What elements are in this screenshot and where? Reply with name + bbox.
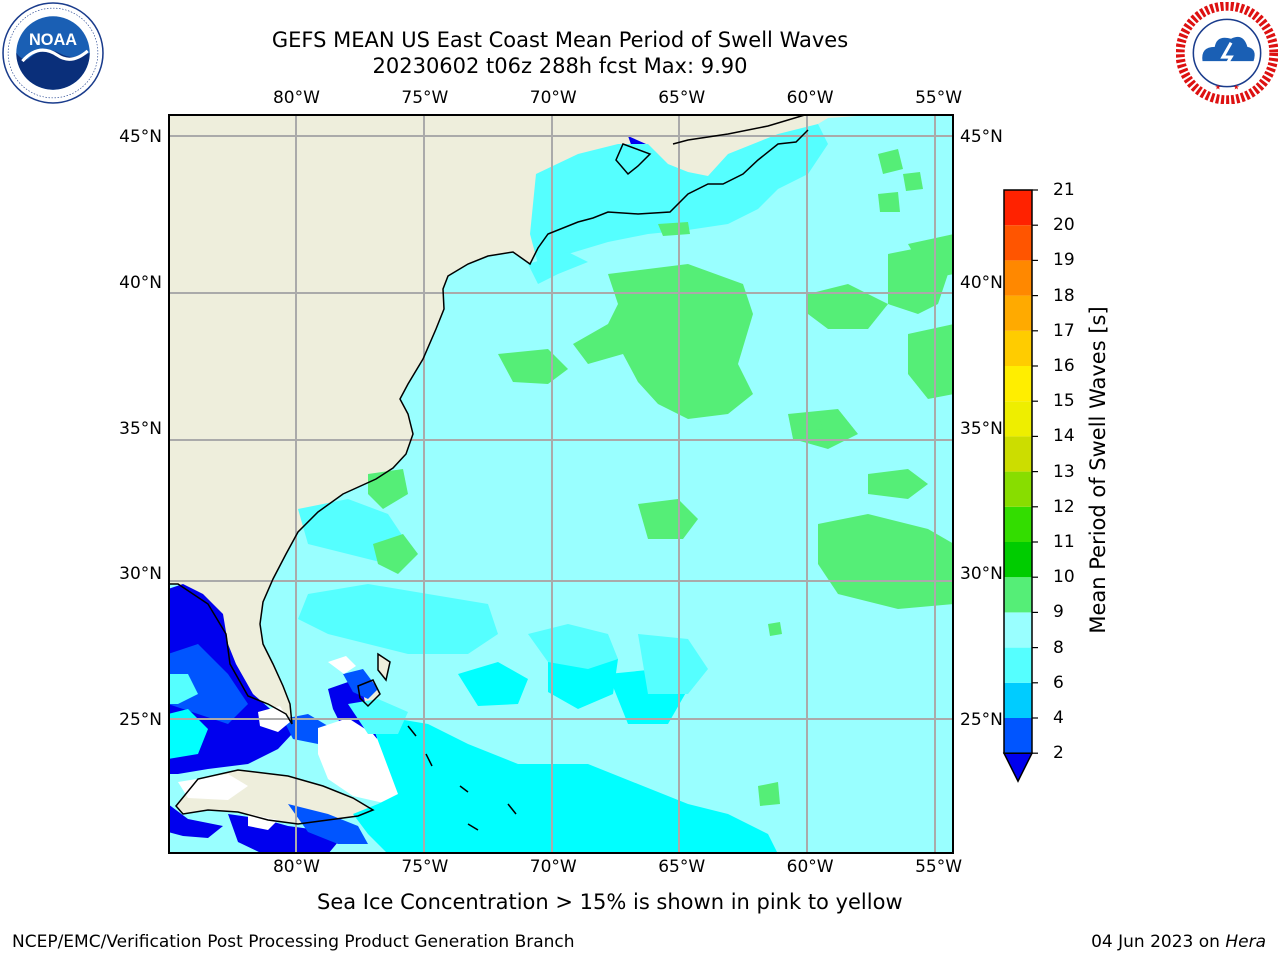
colorbar-tick-label: 9 bbox=[1053, 602, 1064, 623]
colorbar-tick-label: 14 bbox=[1053, 426, 1075, 447]
colorbar-tick-label: 15 bbox=[1053, 391, 1075, 412]
colorbar-tick-label: 12 bbox=[1053, 496, 1075, 517]
noaa-logo-icon: NOAA bbox=[2, 2, 104, 104]
colorbar-segment bbox=[1004, 682, 1032, 718]
colorbar-tick-label: 8 bbox=[1053, 637, 1064, 658]
lon-tick-label-top: 65°W bbox=[658, 88, 706, 108]
sea-ice-note: Sea Ice Concentration > 15% is shown in … bbox=[317, 890, 903, 914]
lon-tick-label-top: 55°W bbox=[915, 88, 963, 108]
svg-text:★: ★ bbox=[1215, 83, 1221, 92]
colorbar-tick-label: 4 bbox=[1053, 708, 1064, 728]
colorbar bbox=[1002, 189, 1038, 783]
colorbar-title: Mean Period of Swell Waves [s] bbox=[1086, 306, 1110, 634]
period-9-10-green-specks bbox=[658, 149, 923, 806]
lon-tick-label-top: 70°W bbox=[529, 88, 577, 108]
colorbar-tick-label: 20 bbox=[1053, 215, 1075, 236]
colorbar-segment bbox=[1004, 330, 1032, 366]
lat-tick-label-left: 25°N bbox=[119, 709, 162, 730]
national-weather-service-logo-icon: ★ ★ bbox=[1176, 2, 1278, 104]
colorbar-segment bbox=[1004, 295, 1032, 331]
map-title: GEFS MEAN US East Coast Mean Period of S… bbox=[271, 28, 849, 52]
lon-tick-label-top: 60°W bbox=[786, 88, 834, 108]
swell-period-map bbox=[168, 114, 954, 854]
canada-nova-scotia bbox=[616, 114, 808, 174]
colorbar-segment bbox=[1004, 401, 1032, 437]
colorbar-segment bbox=[1004, 506, 1032, 542]
footer-host: Hera bbox=[1225, 932, 1266, 952]
footer-date: 04 Jun 2023 on Hera bbox=[1091, 932, 1266, 952]
colorbar-segment bbox=[1004, 718, 1032, 754]
svg-text:★: ★ bbox=[1233, 83, 1239, 92]
colorbar-segment bbox=[1004, 190, 1032, 226]
period-4-6-blue bbox=[168, 644, 378, 844]
lon-tick-label-top: 80°W bbox=[272, 88, 320, 108]
lat-tick-label-right: 25°N bbox=[960, 709, 1003, 730]
colorbar-tick-label: 6 bbox=[1053, 672, 1064, 693]
lon-tick-label-bottom: 75°W bbox=[401, 857, 449, 877]
colorbar-tick-label: 10 bbox=[1053, 567, 1075, 588]
lon-tick-label-bottom: 65°W bbox=[658, 857, 706, 877]
colorbar-under-extension bbox=[1002, 752, 1034, 783]
graticule bbox=[168, 114, 954, 854]
lon-tick-label-bottom: 80°W bbox=[272, 857, 320, 877]
colorbar-segment bbox=[1004, 647, 1032, 683]
colorbar-tick-label: 21 bbox=[1053, 180, 1075, 200]
colorbar-segment bbox=[1004, 471, 1032, 507]
colorbar-segment bbox=[1004, 577, 1032, 613]
lon-tick-label-top: 75°W bbox=[401, 88, 449, 108]
coastlines bbox=[168, 114, 809, 831]
us-mainland bbox=[168, 114, 954, 724]
colorbar-tick-label: 19 bbox=[1053, 250, 1075, 271]
lon-tick-label-bottom: 70°W bbox=[529, 857, 577, 877]
lon-tick-label-bottom: 60°W bbox=[786, 857, 834, 877]
colorbar-segment bbox=[1004, 436, 1032, 472]
colorbar-segment bbox=[1004, 366, 1032, 402]
colorbar-tick-label: 2 bbox=[1053, 743, 1064, 764]
colorbar-tick-label: 16 bbox=[1053, 356, 1075, 376]
svg-text:NOAA: NOAA bbox=[29, 31, 77, 49]
map-frame bbox=[168, 114, 954, 854]
colorbar-tick-label: 13 bbox=[1053, 461, 1075, 482]
undefined-white bbox=[178, 656, 408, 830]
lat-tick-label-left: 30°N bbox=[119, 564, 162, 585]
lat-tick-label-right: 45°N bbox=[960, 127, 1003, 148]
colorbar-segment bbox=[1004, 542, 1032, 578]
lat-tick-label-right: 30°N bbox=[960, 564, 1003, 585]
lat-tick-label-right: 35°N bbox=[960, 418, 1003, 439]
colorbar-tick-label: 18 bbox=[1053, 285, 1075, 306]
colorbar-segment bbox=[1004, 612, 1032, 648]
map-subtitle: 20230602 t06z 288h fcst Max: 9.90 bbox=[372, 54, 748, 78]
lat-tick-label-left: 40°N bbox=[119, 272, 162, 293]
colorbar-tick-label: 17 bbox=[1053, 320, 1075, 341]
colorbar-segment bbox=[1004, 260, 1032, 296]
lat-tick-label-right: 40°N bbox=[960, 272, 1003, 293]
footer-credit: NCEP/EMC/Verification Post Processing Pr… bbox=[12, 932, 575, 952]
lat-tick-label-left: 35°N bbox=[119, 418, 162, 439]
colorbar-tick-label: 11 bbox=[1053, 532, 1075, 552]
footer-date-text: 04 Jun 2023 on bbox=[1091, 932, 1220, 952]
colorbar-segment bbox=[1004, 225, 1032, 261]
lon-tick-label-bottom: 55°W bbox=[915, 857, 963, 877]
lat-tick-label-left: 45°N bbox=[119, 127, 162, 148]
